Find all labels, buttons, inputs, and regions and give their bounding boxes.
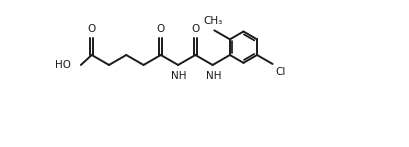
Text: HO: HO: [55, 60, 71, 70]
Text: Cl: Cl: [275, 67, 286, 77]
Text: O: O: [88, 24, 96, 34]
Text: NH: NH: [171, 71, 187, 81]
Text: O: O: [157, 24, 165, 34]
Text: NH: NH: [206, 71, 221, 81]
Text: CH₃: CH₃: [203, 16, 222, 26]
Text: O: O: [191, 24, 200, 34]
